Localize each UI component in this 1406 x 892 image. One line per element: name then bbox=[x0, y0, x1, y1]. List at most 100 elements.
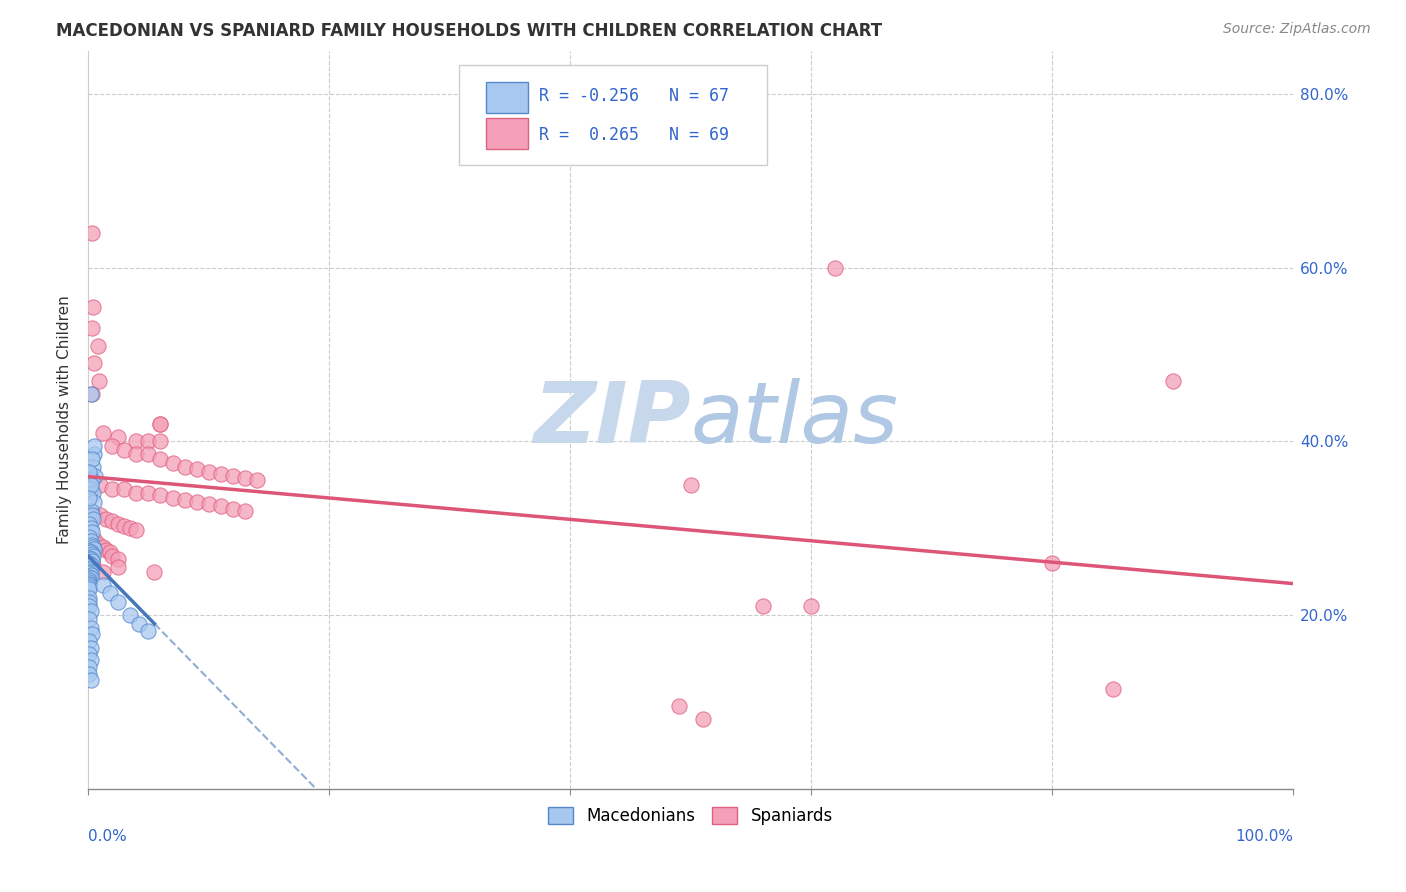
Point bbox=[149, 451, 172, 466]
Point bbox=[79, 559, 101, 574]
Point bbox=[112, 442, 135, 457]
Point bbox=[186, 462, 208, 476]
FancyBboxPatch shape bbox=[486, 118, 529, 149]
FancyBboxPatch shape bbox=[486, 82, 529, 113]
Point bbox=[79, 604, 101, 618]
Point bbox=[246, 474, 269, 488]
Point bbox=[80, 525, 103, 540]
Point bbox=[138, 486, 160, 500]
Point bbox=[80, 539, 103, 553]
Point bbox=[149, 417, 172, 431]
Point bbox=[80, 321, 103, 335]
Point bbox=[125, 486, 148, 500]
Point bbox=[79, 565, 101, 579]
Point bbox=[79, 634, 101, 648]
Point bbox=[138, 624, 160, 638]
Point bbox=[79, 386, 101, 401]
FancyBboxPatch shape bbox=[460, 65, 766, 165]
Text: ZIP: ZIP bbox=[533, 378, 690, 461]
Point bbox=[120, 607, 142, 622]
Point bbox=[91, 577, 114, 591]
Point bbox=[79, 563, 101, 577]
Point bbox=[79, 491, 101, 505]
Point bbox=[79, 516, 101, 531]
Point bbox=[79, 552, 101, 566]
Point bbox=[80, 554, 103, 568]
Point bbox=[149, 417, 172, 431]
Point bbox=[79, 504, 101, 518]
Point bbox=[80, 386, 103, 401]
Point bbox=[752, 599, 775, 614]
Point bbox=[79, 621, 101, 635]
Point bbox=[79, 653, 101, 667]
Point bbox=[82, 558, 104, 572]
Point bbox=[79, 545, 101, 559]
Point bbox=[101, 439, 124, 453]
Point bbox=[112, 482, 135, 496]
Point bbox=[83, 495, 105, 509]
Point bbox=[83, 508, 105, 522]
Point bbox=[83, 541, 105, 556]
Point bbox=[125, 447, 148, 461]
Point bbox=[80, 451, 103, 466]
Point bbox=[101, 482, 124, 496]
Point bbox=[162, 491, 184, 505]
Point bbox=[89, 508, 111, 522]
Point bbox=[79, 477, 101, 491]
Point bbox=[80, 547, 103, 561]
Point bbox=[209, 500, 232, 514]
Text: Source: ZipAtlas.com: Source: ZipAtlas.com bbox=[1223, 22, 1371, 37]
Point bbox=[98, 545, 121, 559]
Point bbox=[1101, 681, 1123, 696]
Point bbox=[79, 521, 101, 535]
Point bbox=[79, 660, 101, 674]
Point bbox=[173, 460, 195, 475]
Point bbox=[98, 586, 121, 600]
Point bbox=[1161, 374, 1184, 388]
Point bbox=[79, 640, 101, 655]
Point bbox=[197, 465, 219, 479]
Point bbox=[91, 565, 114, 579]
Point bbox=[233, 504, 256, 518]
Point bbox=[162, 456, 184, 470]
Point bbox=[79, 580, 101, 594]
Point bbox=[83, 439, 105, 453]
Point bbox=[82, 486, 104, 500]
Point bbox=[101, 514, 124, 528]
Point bbox=[128, 616, 150, 631]
Point bbox=[668, 699, 690, 714]
Point bbox=[79, 561, 101, 575]
Point bbox=[107, 551, 129, 566]
Point bbox=[107, 430, 129, 444]
Point bbox=[83, 532, 105, 546]
Point bbox=[80, 508, 103, 522]
Point bbox=[79, 465, 101, 479]
Point bbox=[233, 471, 256, 485]
Point bbox=[80, 554, 103, 568]
Point bbox=[82, 549, 104, 563]
Point bbox=[79, 573, 101, 587]
Point bbox=[80, 627, 103, 641]
Point bbox=[79, 576, 101, 591]
Point bbox=[80, 226, 103, 240]
Point bbox=[79, 582, 101, 596]
Point bbox=[79, 599, 101, 614]
Point bbox=[79, 647, 101, 661]
Point bbox=[1040, 556, 1063, 570]
Point bbox=[120, 521, 142, 535]
Point bbox=[79, 530, 101, 544]
Point bbox=[800, 599, 823, 614]
Point bbox=[101, 549, 124, 563]
Point bbox=[83, 356, 105, 370]
Point bbox=[79, 534, 101, 549]
Point bbox=[222, 502, 245, 516]
Point bbox=[96, 512, 118, 526]
Point bbox=[692, 712, 714, 726]
Point bbox=[186, 495, 208, 509]
Point bbox=[107, 516, 129, 531]
Point bbox=[91, 425, 114, 440]
Point bbox=[107, 560, 129, 574]
Point bbox=[79, 667, 101, 681]
Point bbox=[79, 543, 101, 558]
Point bbox=[89, 477, 111, 491]
